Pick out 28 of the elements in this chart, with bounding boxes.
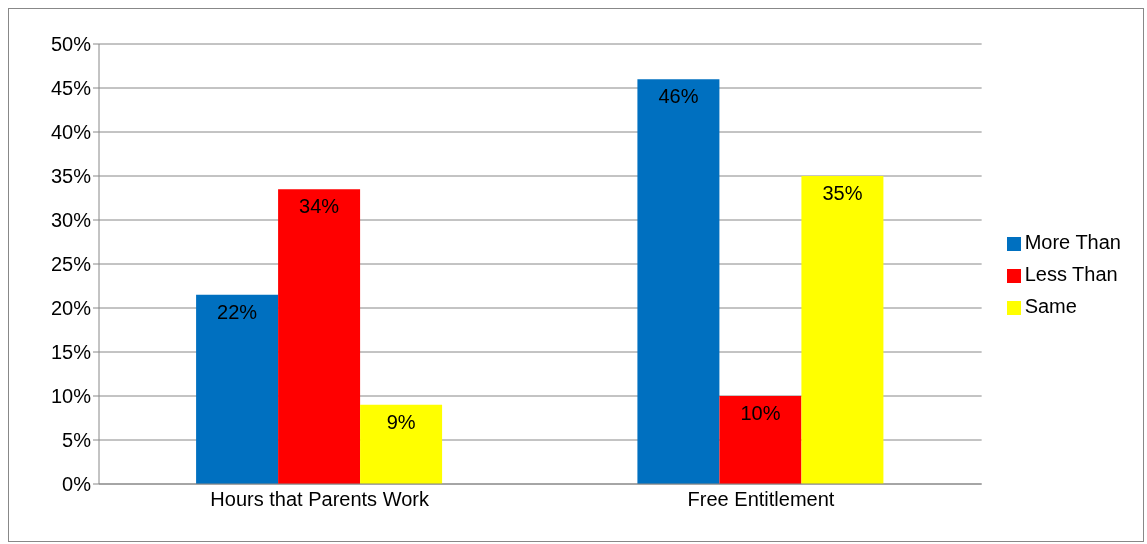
data-label: 35% <box>822 182 863 205</box>
y-tick-label: 30% <box>50 209 92 232</box>
bar <box>801 176 884 484</box>
y-tick-label: 20% <box>50 297 92 320</box>
legend-label: Same <box>1024 295 1077 317</box>
data-label: 22% <box>217 301 258 323</box>
y-tick-label: 50% <box>50 33 92 56</box>
y-tick-label: 40% <box>50 121 92 144</box>
y-tick-label: 35% <box>50 165 92 188</box>
data-label: 34% <box>299 195 340 218</box>
bar <box>278 189 361 484</box>
y-tick-label: 10% <box>50 385 92 408</box>
x-tick-label: Hours that Parents Work <box>210 488 430 511</box>
bar <box>719 396 802 484</box>
bar <box>360 404 443 484</box>
data-label: 46% <box>658 85 699 108</box>
legend-label: More Than <box>1024 231 1121 253</box>
y-tick-label: 15% <box>50 341 92 364</box>
bar <box>637 79 720 484</box>
y-tick-label: 5% <box>62 429 92 452</box>
y-tick-label: 0% <box>62 473 92 496</box>
y-tick-label: 45% <box>50 77 92 100</box>
bar <box>196 294 279 484</box>
legend-label: Less Than <box>1024 263 1118 285</box>
y-tick-label: 25% <box>50 253 92 276</box>
x-tick-label: Free Entitlement <box>687 488 835 511</box>
data-label: 10% <box>740 402 781 425</box>
data-label: 9% <box>386 411 416 433</box>
